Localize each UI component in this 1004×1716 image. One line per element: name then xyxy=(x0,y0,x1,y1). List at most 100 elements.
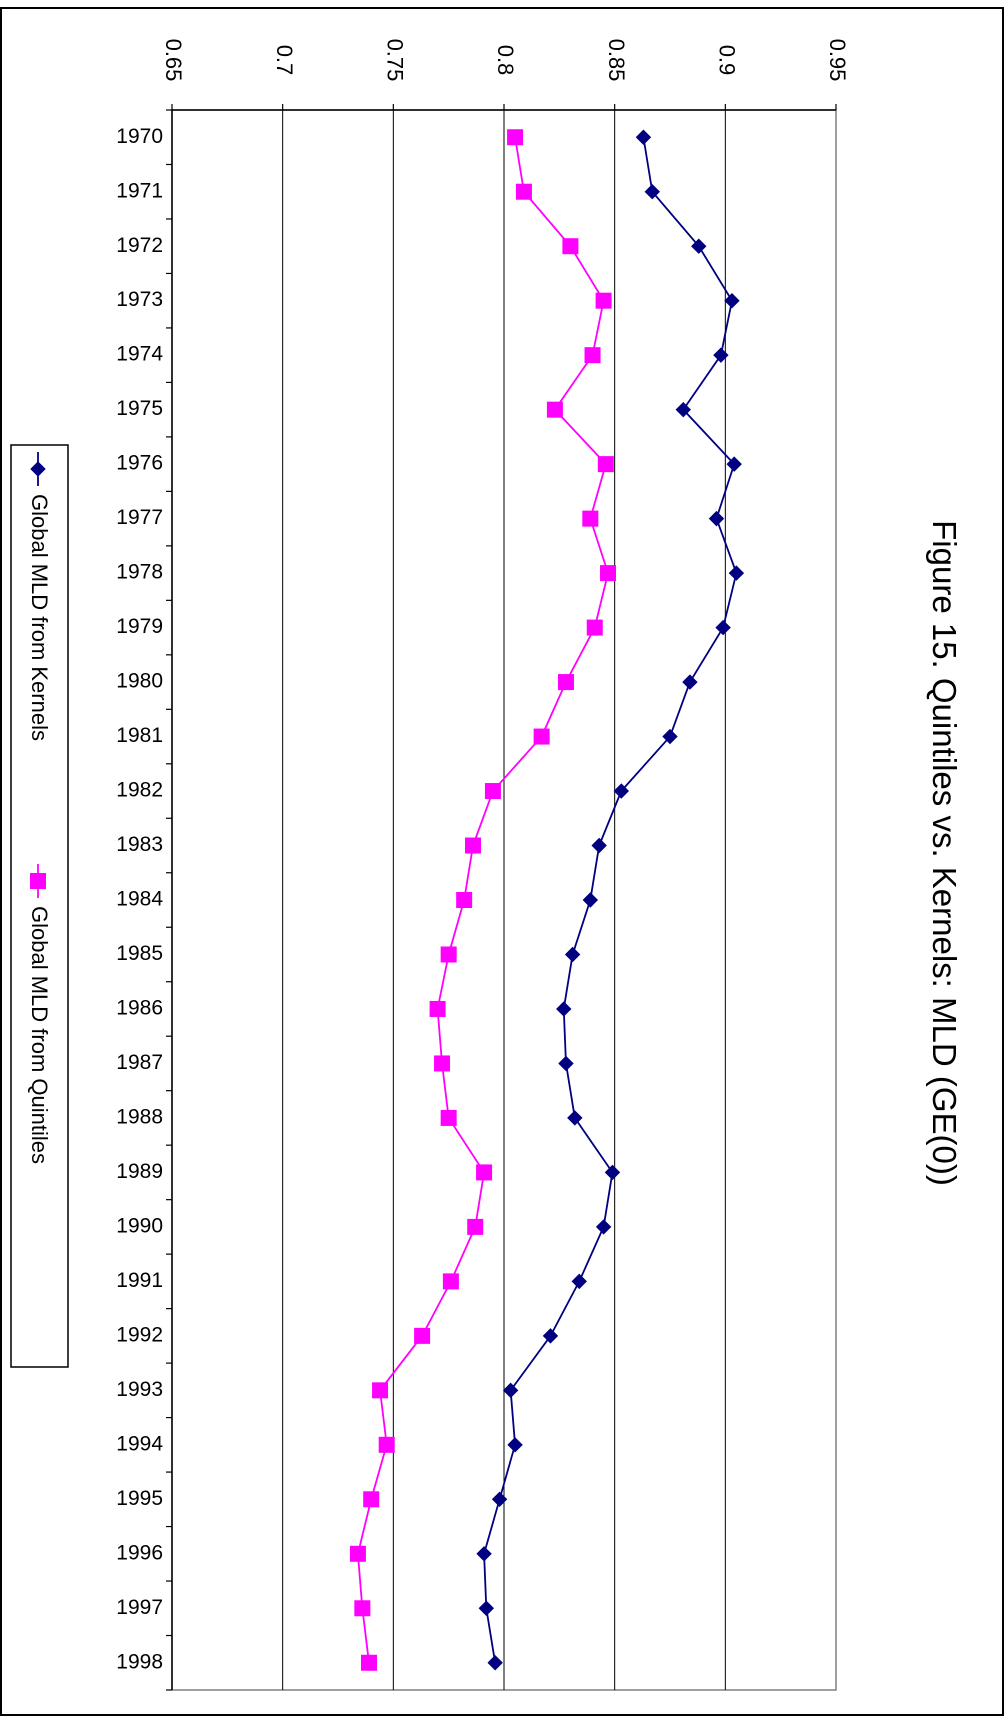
value-tick-label: 0.85 xyxy=(604,39,629,82)
chart-title: Figure 15. Quintiles vs. Kernels: MLD (G… xyxy=(926,520,963,1186)
category-tick-label: 1979 xyxy=(116,615,163,638)
data-point xyxy=(562,238,579,255)
data-point xyxy=(726,456,742,472)
category-tick-label: 1994 xyxy=(116,1432,163,1455)
data-point xyxy=(533,728,550,745)
value-tick-label: 0.9 xyxy=(715,45,740,76)
category-tick-label: 1982 xyxy=(116,779,163,802)
data-point xyxy=(682,674,698,690)
category-tick-label: 1996 xyxy=(116,1541,163,1564)
data-point xyxy=(507,129,524,146)
category-tick-label: 1997 xyxy=(116,1596,163,1619)
category-tick-label: 1981 xyxy=(116,724,163,747)
legend-label: Global MLD from Kernels xyxy=(27,494,52,741)
category-tick-label: 1978 xyxy=(116,561,163,584)
category-tick-label: 1990 xyxy=(116,1214,163,1237)
category-tick-label: 1984 xyxy=(116,888,163,911)
category-tick-label: 1973 xyxy=(116,288,163,311)
data-point xyxy=(429,1000,446,1017)
data-point xyxy=(556,1001,572,1017)
data-point xyxy=(372,1382,389,1399)
data-point xyxy=(600,565,617,582)
data-point xyxy=(354,1600,371,1617)
category-tick-label: 1974 xyxy=(116,343,163,366)
data-point xyxy=(467,1218,484,1235)
legend: Global MLD from Kernels Global MLD from Q… xyxy=(10,444,69,1368)
category-tick-label: 1988 xyxy=(116,1105,163,1128)
data-point xyxy=(724,292,740,309)
series-layer xyxy=(349,129,745,1671)
legend-marker xyxy=(30,461,46,477)
data-point xyxy=(484,783,501,800)
data-point xyxy=(546,401,563,418)
category-tick-label: 1972 xyxy=(116,234,163,257)
data-point xyxy=(515,183,532,200)
data-point xyxy=(507,1437,523,1453)
category-tick-label: 1970 xyxy=(116,125,163,148)
legend-box xyxy=(10,444,69,1368)
category-tick-labels: 1970 1971 1972 1973 1974 1975 1976 1977 1978 1979… xyxy=(116,109,172,1691)
category-tick-label: 1980 xyxy=(116,670,163,693)
data-point xyxy=(675,401,691,418)
category-tick-label: 1992 xyxy=(116,1323,163,1346)
data-point xyxy=(487,1655,503,1671)
data-point xyxy=(476,1546,492,1562)
data-point xyxy=(584,347,601,364)
data-point xyxy=(708,510,725,527)
category-tick-label: 1975 xyxy=(116,397,163,420)
category-tick-label: 1971 xyxy=(116,179,163,202)
data-point xyxy=(360,1654,377,1671)
data-point xyxy=(456,892,473,908)
data-point xyxy=(564,946,581,963)
data-point xyxy=(440,946,457,963)
category-tick-label: 1986 xyxy=(116,997,163,1020)
data-point xyxy=(558,1055,574,1072)
data-point xyxy=(635,129,652,145)
data-point xyxy=(597,456,614,473)
category-tick-label: 1977 xyxy=(116,506,163,529)
data-point xyxy=(502,1382,519,1399)
data-point xyxy=(595,1219,612,1235)
legend-label: Global MLD from Quintiles xyxy=(27,906,52,1164)
legend-item: Global MLD from Kernels xyxy=(27,452,52,741)
data-point xyxy=(440,1109,457,1126)
category-tick-label: 1989 xyxy=(116,1160,163,1183)
value-tick-label: 0.65 xyxy=(161,39,186,82)
data-point xyxy=(414,1327,431,1344)
legend-item: Global MLD from Quintiles xyxy=(27,864,52,1164)
data-point xyxy=(571,1273,587,1290)
data-point xyxy=(478,1600,495,1616)
category-tick-label: 1985 xyxy=(116,942,163,965)
data-point xyxy=(349,1545,366,1562)
series-quintiles xyxy=(349,129,617,1671)
value-tick-label: 0.8 xyxy=(493,45,518,76)
data-point xyxy=(586,619,603,636)
category-tick-label: 1976 xyxy=(116,452,163,475)
gridlines xyxy=(282,110,726,1690)
data-point xyxy=(434,1055,451,1072)
data-point xyxy=(567,1110,583,1126)
data-point xyxy=(728,565,745,581)
value-tick-label: 0.95 xyxy=(825,39,850,82)
data-point xyxy=(491,1491,508,1508)
category-tick-label: 1983 xyxy=(116,833,163,856)
data-point xyxy=(644,184,661,200)
data-point xyxy=(557,674,574,691)
data-point xyxy=(591,837,607,854)
data-point xyxy=(378,1436,395,1453)
data-point xyxy=(476,1164,493,1181)
data-point xyxy=(542,1328,559,1344)
data-point xyxy=(442,1273,459,1290)
category-tick-label: 1998 xyxy=(116,1650,163,1673)
data-point xyxy=(582,510,599,527)
data-point xyxy=(465,837,482,854)
data-point xyxy=(713,347,729,363)
legend-marker xyxy=(30,873,46,889)
data-point xyxy=(715,619,731,636)
category-tick-label: 1993 xyxy=(116,1378,163,1401)
data-point xyxy=(604,1164,621,1181)
series-kernels xyxy=(476,129,745,1671)
category-tick-label: 1995 xyxy=(116,1487,163,1510)
data-point xyxy=(595,292,612,309)
